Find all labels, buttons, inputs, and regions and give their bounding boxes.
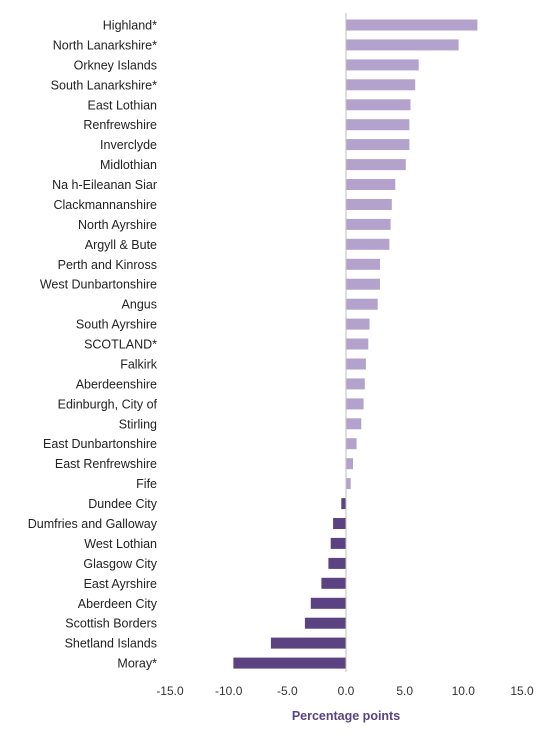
category-label: West Dunbartonshire (40, 278, 157, 292)
bar (346, 19, 478, 31)
category-label: Angus (122, 298, 157, 312)
bar (346, 478, 351, 490)
category-label: South Ayrshire (76, 318, 157, 332)
bar (333, 518, 346, 529)
x-tick-label: -10.0 (215, 684, 243, 698)
x-tick-label: -5.0 (277, 684, 298, 698)
category-label: South Lanarkshire* (51, 78, 157, 92)
category-label: West Lothian (84, 537, 157, 551)
category-label: Renfrewshire (83, 118, 157, 132)
bar (346, 139, 410, 151)
bar (346, 159, 406, 171)
bar (346, 438, 357, 450)
bar (310, 597, 346, 609)
category-label: Argyll & Bute (85, 238, 157, 252)
bar (346, 179, 396, 190)
category-label: Edinburgh, City of (58, 397, 158, 411)
bar (270, 637, 346, 649)
category-label: SCOTLAND* (84, 338, 157, 352)
bar (346, 418, 362, 430)
bar (346, 218, 391, 230)
bars-group (233, 19, 478, 669)
bar (233, 657, 346, 669)
category-label: Dumfries and Galloway (28, 517, 158, 531)
category-label: Na h-Eileanan Siar (52, 178, 157, 192)
category-label: East Renfrewshire (55, 457, 157, 471)
bar (341, 498, 346, 510)
category-label: Falkirk (120, 358, 158, 372)
bar (346, 398, 364, 410)
bar (328, 557, 346, 569)
bar (346, 39, 459, 51)
bar (304, 617, 346, 629)
category-label: Dundee City (88, 497, 158, 511)
category-label: Highland* (103, 19, 157, 33)
category-label: Glasgow City (83, 557, 157, 571)
bar (346, 298, 378, 310)
category-label: Aberdeenshire (76, 377, 157, 391)
bar (346, 258, 380, 270)
category-label: North Lanarkshire* (53, 38, 157, 52)
category-labels: Highland* North Lanarkshire* Orkney Island… (28, 19, 158, 671)
bar (346, 119, 410, 131)
category-label: Stirling (119, 417, 157, 431)
category-label: Moray* (117, 657, 157, 671)
bar (346, 199, 392, 210)
category-label: Orkney Islands (74, 58, 157, 72)
x-tick-label: 10.0 (452, 684, 476, 698)
bar (346, 99, 411, 111)
category-label: East Ayrshire (84, 577, 157, 591)
category-label: North Ayrshire (78, 218, 157, 232)
category-label: Clackmannanshire (53, 198, 157, 212)
bar (330, 537, 346, 549)
category-label: Shetland Islands (65, 637, 157, 651)
bar (346, 318, 370, 330)
bar (346, 458, 353, 470)
x-axis-title: Percentage points (292, 709, 400, 723)
bar (321, 577, 346, 589)
category-label: Scottish Borders (65, 617, 157, 631)
x-tick-label: 5.0 (396, 684, 413, 698)
category-label: East Lothian (88, 98, 158, 112)
bar (346, 358, 366, 370)
x-tick-label: 0.0 (338, 684, 355, 698)
category-label: Midlothian (100, 158, 157, 172)
bar (346, 79, 416, 91)
category-label: Perth and Kinross (58, 258, 157, 272)
x-tick-labels: -15.0 -10.0 -5.0 0.0 5.0 10.0 15.0 (156, 684, 534, 698)
bar (346, 278, 380, 290)
category-label: Fife (136, 477, 157, 491)
category-label: Inverclyde (100, 138, 157, 152)
x-tick-label: -15.0 (156, 684, 184, 698)
bar (346, 378, 365, 390)
bar (346, 338, 369, 350)
category-label: East Dunbartonshire (43, 437, 157, 451)
bar (346, 59, 419, 71)
bar (346, 238, 390, 250)
category-label: Aberdeen City (78, 597, 158, 611)
x-tick-label: 15.0 (510, 684, 534, 698)
